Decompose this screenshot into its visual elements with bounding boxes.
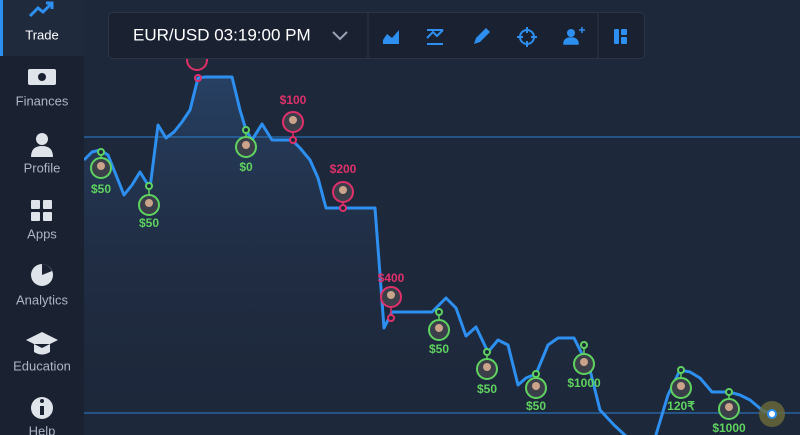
- indicators-button[interactable]: [426, 29, 444, 45]
- trade-anchor: [289, 136, 297, 144]
- analytics-icon-slice: [42, 264, 52, 275]
- trade-amount: $200: [330, 162, 357, 176]
- sidebar-label[interactable]: Education: [13, 358, 71, 373]
- current-price-dot: [767, 409, 777, 419]
- trade-amount: $50: [526, 399, 546, 413]
- trade-anchor: [483, 348, 491, 356]
- instrument-dropdown[interactable]: [332, 31, 348, 41]
- trader-avatar: [532, 382, 540, 390]
- trader-avatar: [339, 186, 347, 194]
- trade-anchor: [97, 148, 105, 156]
- active-indicator: [0, 0, 3, 56]
- trade-anchor: [387, 314, 395, 322]
- trade-amount: $50: [139, 216, 159, 230]
- social-button-body: [563, 27, 585, 45]
- trade-amount: $1000: [567, 376, 601, 390]
- help-icon-mark: [40, 406, 44, 415]
- apps-icon: [31, 200, 52, 221]
- trade-anchor: [532, 370, 540, 378]
- trade-icon: [28, 1, 54, 18]
- trader-avatar: [387, 291, 395, 299]
- trade-anchor: [339, 204, 347, 212]
- trader-avatar: [483, 363, 491, 371]
- trade-anchor: [242, 126, 250, 134]
- sidebar-label[interactable]: Finances: [16, 93, 69, 108]
- toolbar: [108, 12, 645, 59]
- trade-amount: 120₹: [667, 399, 695, 413]
- trade-amount: $50: [429, 342, 449, 356]
- trader-avatar: [97, 162, 105, 170]
- sidebar-label[interactable]: Profile: [24, 160, 61, 175]
- profile-icon-head: [36, 133, 48, 145]
- trades: $50 $50 $0 $100 $200 $400 $50 $50 $50 $1000 120₹ $1…: [90, 93, 746, 435]
- trade-amount: $100: [280, 93, 307, 107]
- sidebar-labels: Trade Finances Profile Apps Analytics Educati…: [13, 27, 71, 435]
- social-button[interactable]: [567, 29, 575, 37]
- instrument-label[interactable]: EUR/USD 03:19:00 PM: [133, 25, 311, 44]
- education-icon: [26, 332, 58, 355]
- chart-type-button[interactable]: [383, 30, 399, 44]
- trade-amount: $1000: [712, 421, 746, 435]
- sidebar-label[interactable]: Analytics: [16, 292, 69, 307]
- trade-anchor: [194, 74, 202, 82]
- trade-anchor: [725, 388, 733, 396]
- trade-amount: $400: [378, 271, 405, 285]
- trade-amount: $0: [239, 160, 253, 174]
- finances-icon-coin: [38, 73, 46, 81]
- sidebar-label[interactable]: Help: [29, 423, 56, 435]
- trader-avatar: [580, 358, 588, 366]
- trader-avatar: [677, 382, 685, 390]
- drawing-button[interactable]: [474, 28, 490, 44]
- target-button[interactable]: [517, 27, 537, 47]
- trade-amount: $50: [91, 182, 111, 196]
- trade-anchor: [580, 341, 588, 349]
- trade-anchor: [435, 308, 443, 316]
- trader-avatar: [289, 116, 297, 124]
- trader-avatar: [435, 324, 443, 332]
- help-icon-dot: [40, 399, 44, 403]
- profile-icon-body: [31, 146, 53, 157]
- trade-amount: $50: [477, 382, 497, 396]
- trader-avatar: [725, 403, 733, 411]
- trade-anchor: [677, 366, 685, 374]
- sidebar-label[interactable]: Trade: [25, 27, 58, 42]
- price-area: [84, 77, 628, 435]
- trade-anchor: [145, 182, 153, 190]
- trader-avatar: [145, 199, 153, 207]
- layout-button[interactable]: [614, 29, 627, 44]
- sidebar-label[interactable]: Apps: [27, 226, 57, 241]
- trader-avatar: [242, 141, 250, 149]
